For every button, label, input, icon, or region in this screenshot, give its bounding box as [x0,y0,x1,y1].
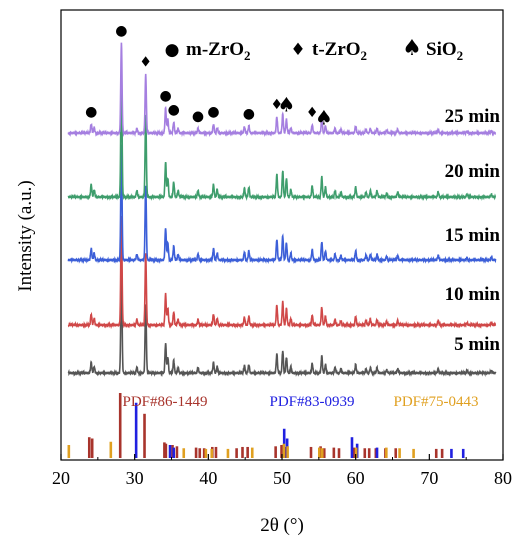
legend-label-text: m-ZrO [186,39,244,60]
series-line [67,72,497,202]
x-tick-label: 50 [273,468,291,488]
y-axis-title: Intensity (a.u.) [15,180,36,291]
x-tick-label: 70 [420,468,438,488]
x-axis-title: 2θ (°) [260,515,304,536]
series-label: 25 min [445,106,501,127]
series-lines [67,42,497,378]
series-label: 5 min [454,334,500,355]
series-line [67,144,497,265]
peak-marker: ● [168,102,180,118]
legend-label: m-ZrO2 [186,39,251,63]
plot-area-frame [60,9,504,461]
series-line [67,266,497,378]
legend-label-subscript: 2 [361,48,368,63]
reference-label: PDF#75-0443 [393,394,478,410]
x-tick-label: 30 [126,468,144,488]
legend-symbol: ● [165,40,180,60]
peak-marker: ● [192,109,204,125]
peak-marker: ♦ [306,105,319,121]
peak-marker: ♦ [139,55,152,71]
x-tick-label: 40 [199,468,217,488]
series-label: 10 min [445,284,501,305]
reference-label: PDF#83-0939 [269,394,354,410]
peak-marker: ♠ [315,106,333,130]
phase-legend: ● m-ZrO2 ♦ t-ZrO2 ♠ SiO2 [165,36,464,63]
series-labels: 5 min 10 min 15 min 20 min 25 min [445,106,501,355]
legend-symbol: ♦ [290,40,305,60]
reference-label: PDF#86-1449 [122,394,207,410]
series-line [67,215,497,330]
x-axis-ticks: 20 30 40 50 60 70 80 [52,454,512,488]
legend-label-subscript: 2 [457,48,464,63]
x-tick-label: 20 [52,468,70,488]
peak-marker: ♦ [271,97,284,113]
peak-marker: ● [159,88,171,104]
series-label: 15 min [445,225,501,246]
peak-marker: ♠ [277,93,295,117]
legend-symbol: ♠ [402,36,422,61]
legend-label-text: t-ZrO [312,39,361,60]
peak-marker: ● [207,104,219,120]
series-label: 20 min [445,161,501,182]
peak-marker: ● [243,106,255,122]
peak-marker: ● [115,23,127,39]
x-tick-label: 60 [347,468,365,488]
series-line [67,42,497,138]
x-tick-label: 80 [494,468,512,488]
legend-label-subscript: 2 [244,48,251,63]
legend-label: SiO2 [426,39,463,63]
reference-sticks [67,393,465,458]
reference-labels: PDF#86-1449 PDF#83-0939 PDF#75-0443 [122,394,478,410]
peak-markers: ●●♦●● ● ● ●♦♠ ♦♠ [85,23,333,130]
peak-marker: ● [85,104,97,120]
legend-label-text: SiO [426,39,457,60]
legend-label: t-ZrO2 [312,39,367,63]
